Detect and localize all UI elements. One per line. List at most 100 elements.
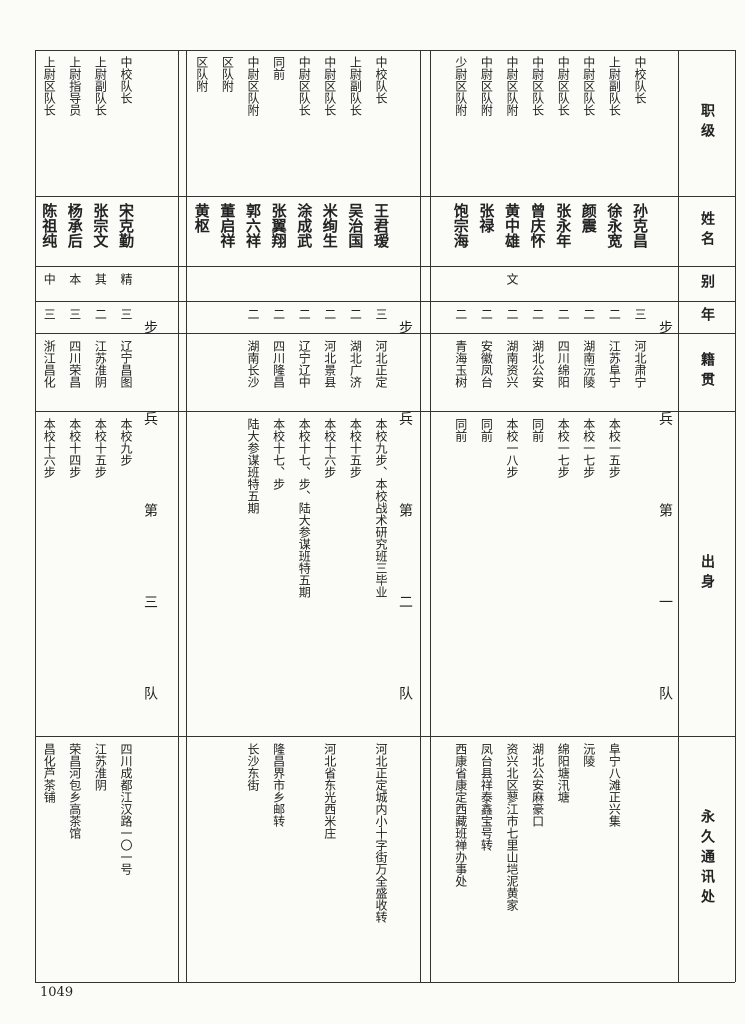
column-line: [35, 50, 36, 982]
cell-background: 本校十七、步: [271, 418, 286, 490]
cell-name: 郭六祥: [244, 203, 262, 248]
header-label: 职级: [699, 102, 715, 143]
cell-age: 二六: [556, 308, 571, 320]
cell-background: 本校一八步: [505, 418, 519, 478]
cell-rank: 中尉区队长: [530, 56, 545, 116]
cell-background: 同前: [453, 418, 468, 442]
cell-origin: 安徽凤台: [479, 340, 494, 388]
cell-age: 二六: [348, 308, 363, 320]
cell-name: 张宗文: [91, 203, 110, 248]
cell-name: 黄中雄: [503, 203, 521, 248]
cell-background: 本校十五步: [93, 418, 108, 478]
cell-address: 昌化芦茶铺: [42, 743, 57, 803]
cell-name: 张翼翔: [269, 203, 288, 248]
cell-origin: 四川绵阳: [556, 340, 571, 388]
cell-address: 河北正定城内小十字街万全盛收转: [374, 743, 388, 923]
cell-background: 本校一七步: [581, 418, 596, 478]
cell-rank: 同前: [271, 56, 286, 80]
cell-background: 本校十七、步、陆大参谋班特五期: [297, 418, 312, 598]
cell-rank: 中尉区队长: [581, 56, 596, 116]
row-line: [35, 301, 735, 302]
cell-rank: 上尉副队长: [607, 56, 622, 116]
cell-age: 二八: [607, 308, 622, 320]
cell-name: 王君瑷: [372, 203, 390, 248]
cell-alias: 文廷: [505, 273, 519, 285]
row-line: [35, 196, 735, 197]
cell-age: 二六: [479, 308, 494, 320]
row-line: [35, 333, 735, 334]
cell-origin: 浙江昌化: [42, 340, 57, 388]
cell-name: 杨承后: [65, 203, 84, 248]
page-number: 1049: [40, 985, 74, 1000]
cell-rank: 中尉区队长: [556, 56, 571, 116]
cell-address: 沅陵: [581, 743, 596, 767]
column-line: [430, 50, 431, 982]
cell-age: 三四: [633, 308, 647, 320]
cell-age: 三一: [67, 308, 82, 320]
cell-name: 曾庆怀: [528, 203, 547, 248]
cell-address: 湖北公安麻豪口: [530, 743, 545, 827]
column-line: [678, 50, 679, 982]
cell-rank: 上尉区队长: [42, 56, 57, 116]
cell-name: 宋克勤: [117, 203, 135, 248]
cell-background: 本校十六步: [322, 418, 337, 478]
header-label: 出身: [699, 553, 715, 594]
row-line: [35, 982, 735, 983]
cell-alias: 中诚: [42, 273, 57, 285]
cell-address: 资兴北区蓼江市七里山垲泥黄家: [505, 743, 519, 911]
row-line: [35, 50, 735, 51]
cell-name: 黄枢: [192, 203, 211, 233]
cell-background: 本校十五步: [348, 418, 363, 478]
cell-age: 二六: [322, 308, 337, 320]
cell-rank: 中尉区队附: [479, 56, 494, 116]
cell-rank: 少尉区队附: [453, 56, 468, 116]
cell-origin: 河北景县: [322, 340, 337, 388]
cell-background: 同前: [530, 418, 545, 442]
cell-background: 本校九步、本校战术研究班三毕业: [374, 418, 388, 598]
cell-origin: 四川隆昌: [271, 340, 286, 388]
section-label: 步兵第一队: [657, 320, 673, 700]
column-line: [420, 50, 421, 982]
cell-background: 本校一七步: [556, 418, 571, 478]
cell-background: 陆大参谋班特五期: [246, 418, 260, 514]
cell-rank: 中校队长: [119, 56, 133, 104]
row-line: [35, 411, 735, 412]
cell-address: 隆昌界市乡邮转: [271, 743, 286, 827]
section-label: 步兵第三队: [142, 320, 158, 700]
cell-address: 四川成都江汉路一〇一号: [119, 743, 133, 875]
cell-age: 二七: [297, 308, 312, 320]
header-label: 永久通讯处: [699, 808, 715, 909]
cell-name: 吴治国: [346, 203, 365, 248]
column-line: [178, 50, 179, 982]
column-line: [735, 50, 736, 982]
cell-background: 本校一五步: [607, 418, 622, 478]
cell-age: 三三: [119, 308, 133, 320]
cell-origin: 江苏淮阴: [93, 340, 108, 388]
cell-background: 本校十四步: [67, 418, 82, 478]
cell-name: 张禄: [477, 203, 496, 233]
cell-origin: 湖北广济: [348, 340, 363, 388]
cell-age: 二七: [505, 308, 519, 320]
cell-origin: 江苏阜宁: [607, 340, 622, 388]
cell-name: 董启祥: [218, 203, 237, 248]
cell-origin: 湖南沅陵: [581, 340, 596, 388]
cell-name: 张永年: [554, 203, 573, 248]
cell-alias: 本易: [67, 273, 82, 285]
cell-address: 荣昌河包乡高茶馆: [67, 743, 82, 839]
column-line: [186, 50, 187, 982]
cell-origin: 辽宁辽中: [297, 340, 312, 388]
cell-rank: 上尉指导员: [67, 56, 82, 116]
cell-name: 颜震: [579, 203, 598, 233]
cell-rank: 中尉区队长: [297, 56, 312, 116]
cell-address: 河北省东光西米庄: [322, 743, 337, 839]
cell-rank: 中校队长: [374, 56, 388, 104]
cell-background: 同前: [479, 418, 494, 442]
cell-address: 绵阳塘汛塘: [556, 743, 571, 803]
cell-rank: 中尉区队附: [246, 56, 260, 116]
cell-address: 阜宁八滩正兴集: [607, 743, 622, 827]
row-line: [35, 736, 735, 737]
cell-alias: 其昌: [93, 273, 108, 285]
cell-name: 涂成武: [295, 203, 314, 248]
cell-age: 三二: [374, 308, 388, 320]
cell-origin: 湖北公安: [530, 340, 545, 388]
